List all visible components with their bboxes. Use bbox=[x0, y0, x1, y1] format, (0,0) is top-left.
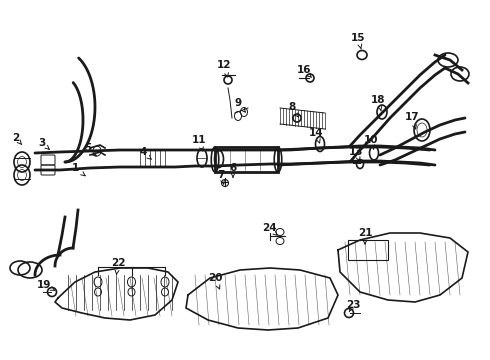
Text: 15: 15 bbox=[351, 33, 365, 43]
Text: 9: 9 bbox=[234, 98, 242, 108]
Text: 3: 3 bbox=[38, 138, 46, 148]
Text: 2: 2 bbox=[12, 133, 20, 143]
Text: 10: 10 bbox=[364, 135, 378, 145]
Bar bbox=[215, 147, 278, 172]
Text: 19: 19 bbox=[37, 280, 51, 290]
Bar bbox=[348, 240, 388, 260]
Text: 5: 5 bbox=[84, 143, 92, 153]
Text: 18: 18 bbox=[371, 95, 385, 105]
Text: 23: 23 bbox=[346, 300, 360, 310]
Text: 20: 20 bbox=[208, 273, 222, 283]
Text: 7: 7 bbox=[217, 170, 225, 180]
Text: 13: 13 bbox=[349, 147, 363, 157]
Text: 4: 4 bbox=[139, 147, 147, 157]
Text: 12: 12 bbox=[217, 60, 231, 70]
Text: 17: 17 bbox=[405, 112, 419, 122]
Text: 6: 6 bbox=[229, 163, 237, 173]
Text: 22: 22 bbox=[111, 258, 125, 268]
Text: 16: 16 bbox=[297, 65, 311, 75]
Text: 8: 8 bbox=[289, 102, 295, 112]
Text: 14: 14 bbox=[309, 128, 323, 138]
Text: 24: 24 bbox=[262, 223, 276, 233]
Text: 21: 21 bbox=[358, 228, 372, 238]
Text: 11: 11 bbox=[192, 135, 206, 145]
Text: 1: 1 bbox=[72, 163, 78, 173]
